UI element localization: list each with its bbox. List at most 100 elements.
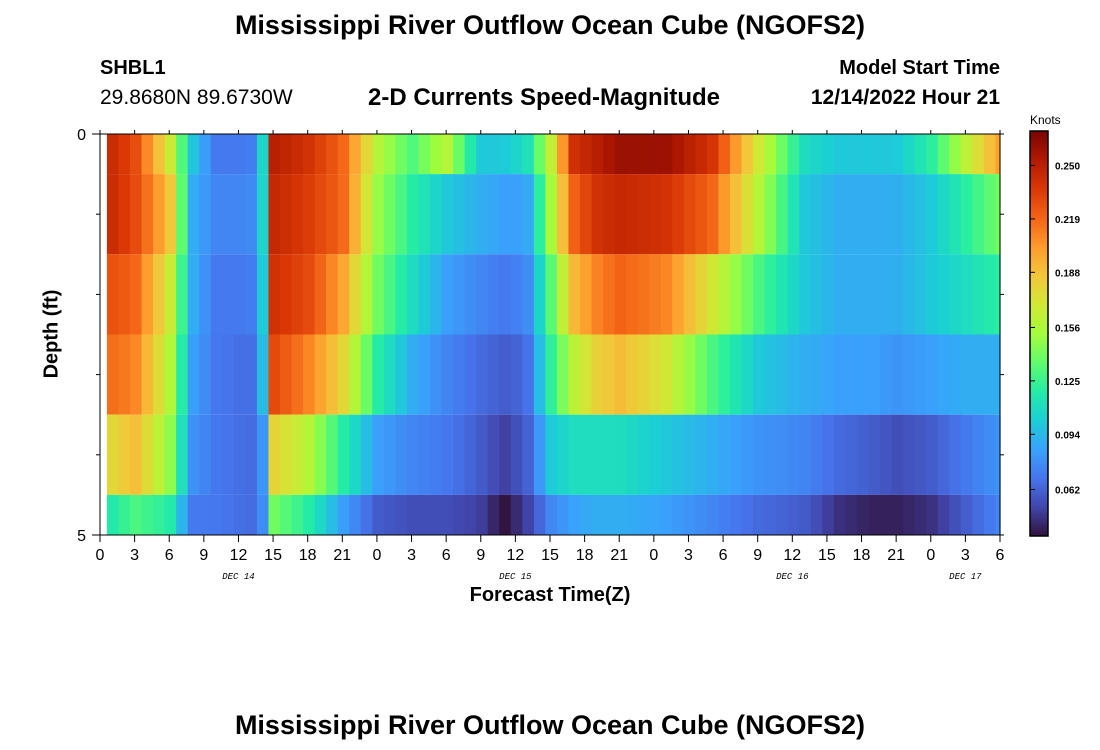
x-tick-label: 0 — [372, 547, 381, 564]
heatmap-cell — [591, 414, 604, 495]
heatmap-cell — [245, 334, 258, 415]
heatmap-cell — [118, 494, 131, 535]
axes: 0 3 6 9 12 15 18 21 0 3 6 9 12 15 18 21 0 3 6 9 12 15 18 21 0 3 6 D… — [77, 127, 1004, 582]
heatmap-cell — [210, 414, 223, 495]
heatmap-cell — [487, 414, 500, 495]
heatmap-cell — [522, 334, 535, 415]
heatmap-cell — [626, 174, 639, 255]
heatmap-cell — [960, 334, 973, 415]
heatmap-cell — [741, 174, 754, 255]
heatmap-cell — [833, 414, 846, 495]
heatmap-cell — [314, 334, 327, 415]
heatmap-cell — [776, 334, 789, 415]
heatmap-cell — [499, 174, 512, 255]
heatmap-cell — [533, 334, 546, 415]
heatmap-cell — [141, 414, 154, 495]
heatmap-cell — [395, 134, 408, 175]
heatmap-cell — [510, 414, 523, 495]
heatmap-cell — [256, 134, 270, 175]
heatmap-cell — [314, 134, 327, 175]
heatmap-cell — [187, 494, 200, 535]
heatmap-cell — [614, 334, 627, 415]
heatmap-cell — [868, 254, 881, 335]
heatmap-cell — [153, 334, 166, 415]
heatmap-cell — [822, 414, 835, 495]
heatmap-cell — [406, 334, 420, 415]
heatmap-cell — [106, 494, 120, 535]
model-start-label: Model Start Time — [839, 57, 1000, 79]
heatmap-cells — [106, 134, 1001, 535]
heatmap-cell — [130, 174, 143, 255]
heatmap-cell — [903, 174, 916, 255]
heatmap-cell — [141, 174, 154, 255]
heatmap-cell — [810, 334, 823, 415]
heatmap-cell — [372, 174, 385, 255]
heatmap-cell — [326, 174, 339, 255]
heatmap-cell — [637, 254, 650, 335]
heatmap-cell — [706, 254, 720, 335]
heatmap-cell — [245, 174, 258, 255]
x-tick-label: 6 — [719, 547, 728, 564]
heatmap-cell — [591, 134, 604, 175]
heatmap-cell — [372, 334, 385, 415]
heatmap-cell — [210, 494, 223, 535]
heatmap-cell — [210, 174, 223, 255]
heatmap-cell — [406, 414, 420, 495]
heatmap-cell — [303, 254, 316, 335]
heatmap-cell — [591, 254, 604, 335]
heatmap-cell — [360, 254, 373, 335]
heatmap-cell — [591, 494, 604, 535]
heatmap-cell — [614, 414, 627, 495]
heatmap-cell — [926, 414, 939, 495]
heatmap-cell — [268, 334, 281, 415]
heatmap-cell — [118, 414, 131, 495]
heatmap-cell — [799, 254, 812, 335]
heatmap-cell — [280, 334, 293, 415]
heatmap-cell — [891, 414, 904, 495]
heatmap-cell — [764, 254, 777, 335]
x-tick-label: 12 — [230, 547, 248, 564]
heatmap-cell — [822, 174, 835, 255]
heatmap-cell — [718, 174, 731, 255]
colorbar-tick-label: 0.125 — [1055, 377, 1080, 388]
heatmap-cell — [753, 494, 766, 535]
heatmap-cell — [418, 494, 431, 535]
heatmap-cell — [337, 414, 350, 495]
heatmap-cell — [256, 494, 270, 535]
heatmap-cell — [176, 494, 189, 535]
heatmap-cell — [233, 414, 246, 495]
heatmap-cell — [741, 334, 754, 415]
heatmap-cell — [787, 414, 800, 495]
x-tick-label: 15 — [541, 547, 559, 564]
heatmap-cell — [233, 134, 246, 175]
heatmap-cell — [441, 414, 454, 495]
heatmap-cell — [245, 414, 258, 495]
heatmap-cell — [406, 174, 420, 255]
heatmap-cell — [533, 254, 546, 335]
heatmap-cell — [476, 134, 489, 175]
heatmap-cell — [580, 174, 593, 255]
heatmap-cell — [695, 494, 708, 535]
heatmap-cell — [106, 414, 120, 495]
heatmap-cell — [741, 134, 754, 175]
heatmap-cell — [141, 134, 154, 175]
heatmap-cell — [580, 254, 593, 335]
heatmap-cell — [626, 334, 639, 415]
x-tick-label: 9 — [199, 547, 208, 564]
heatmap-cell — [222, 174, 235, 255]
heatmap-cell — [672, 334, 685, 415]
heatmap-cell — [533, 134, 546, 175]
heatmap-cell — [983, 254, 996, 335]
heatmap-cell — [510, 174, 523, 255]
heatmap-cell — [960, 134, 973, 175]
heatmap-cell — [510, 254, 523, 335]
heatmap-cell — [130, 134, 143, 175]
heatmap-cell — [822, 494, 835, 535]
heatmap-cell — [856, 334, 870, 415]
heatmap-cell — [822, 334, 835, 415]
heatmap-cell — [383, 334, 396, 415]
heatmap-cell — [983, 414, 996, 495]
heatmap-cell — [418, 414, 431, 495]
heatmap-cell — [522, 414, 535, 495]
heatmap-cell — [210, 254, 223, 335]
